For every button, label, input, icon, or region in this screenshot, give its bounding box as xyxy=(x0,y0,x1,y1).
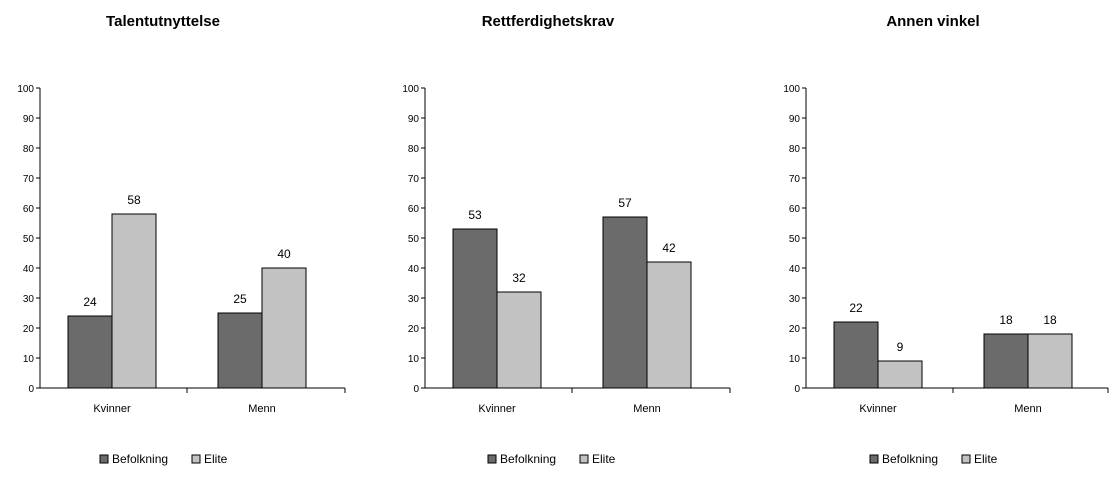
data-label: 18 xyxy=(999,313,1013,327)
bar-elite-kvinner xyxy=(111,213,157,389)
y-tick-label: 20 xyxy=(789,324,801,335)
data-label: 9 xyxy=(897,340,904,354)
bar-befolkning-kvinner xyxy=(452,228,498,389)
y-tick-label: 100 xyxy=(783,84,800,95)
y-tick-label: 100 xyxy=(17,84,34,95)
data-label: 22 xyxy=(849,301,863,315)
y-tick-label: 0 xyxy=(413,384,419,395)
bar-befolkning-kvinner xyxy=(67,315,113,389)
y-tick-label: 90 xyxy=(408,114,420,125)
bar-befolkning-menn xyxy=(602,216,648,389)
y-tick-label: 30 xyxy=(23,294,35,305)
bar-elite-kvinner xyxy=(877,360,923,389)
y-tick-label: 90 xyxy=(789,114,801,125)
legend-label: Befolkning xyxy=(112,452,168,466)
legend-swatch xyxy=(579,454,589,464)
y-tick-label: 30 xyxy=(408,294,420,305)
data-label: 18 xyxy=(1043,313,1057,327)
legend-label: Elite xyxy=(592,452,616,466)
y-tick-label: 80 xyxy=(23,144,35,155)
chart-title: Rettferdighetskrav xyxy=(482,13,615,30)
y-tick-label: 10 xyxy=(408,354,420,365)
y-tick-label: 40 xyxy=(408,264,420,275)
y-tick-label: 60 xyxy=(408,204,420,215)
data-label: 32 xyxy=(512,271,526,285)
y-tick-label: 10 xyxy=(23,354,35,365)
bar-elite-menn xyxy=(261,267,307,389)
y-tick-label: 30 xyxy=(789,294,801,305)
legend-swatch xyxy=(99,454,109,464)
y-tick-label: 90 xyxy=(23,114,35,125)
bar-befolkning-menn xyxy=(983,333,1029,389)
y-tick-label: 0 xyxy=(28,384,34,395)
legend-label: Befolkning xyxy=(500,452,556,466)
data-label: 25 xyxy=(233,292,247,306)
y-tick-label: 50 xyxy=(408,234,420,245)
legend-swatch xyxy=(961,454,971,464)
data-label: 24 xyxy=(83,295,97,309)
y-tick-label: 80 xyxy=(789,144,801,155)
y-tick-label: 10 xyxy=(789,354,801,365)
legend-swatch xyxy=(869,454,879,464)
legend-label: Elite xyxy=(204,452,228,466)
data-label: 42 xyxy=(662,241,676,255)
data-label: 40 xyxy=(277,247,291,261)
y-tick-label: 70 xyxy=(408,174,420,185)
data-label: 58 xyxy=(127,193,141,207)
legend-label: Elite xyxy=(974,452,998,466)
y-tick-label: 60 xyxy=(23,204,35,215)
y-tick-label: 100 xyxy=(402,84,419,95)
y-tick-label: 20 xyxy=(23,324,35,335)
y-tick-label: 40 xyxy=(789,264,801,275)
data-label: 53 xyxy=(468,208,482,222)
bar-elite-menn xyxy=(1027,333,1073,389)
legend-swatch xyxy=(487,454,497,464)
x-tick-label: Menn xyxy=(248,403,276,415)
chart-title: Talentutnyttelse xyxy=(106,13,220,30)
x-tick-label: Kvinner xyxy=(478,403,516,415)
y-tick-label: 20 xyxy=(408,324,420,335)
y-tick-label: 80 xyxy=(408,144,420,155)
bar-befolkning-kvinner xyxy=(833,321,879,389)
bar-elite-menn xyxy=(646,261,692,389)
data-label: 57 xyxy=(618,196,632,210)
bar-elite-kvinner xyxy=(496,291,542,389)
legend-swatch xyxy=(191,454,201,464)
chart-title: Annen vinkel xyxy=(886,13,979,30)
x-tick-label: Menn xyxy=(633,403,661,415)
y-tick-label: 40 xyxy=(23,264,35,275)
x-tick-label: Menn xyxy=(1014,403,1042,415)
y-tick-label: 60 xyxy=(789,204,801,215)
bar-befolkning-menn xyxy=(217,312,263,389)
x-tick-label: Kvinner xyxy=(859,403,897,415)
y-tick-label: 50 xyxy=(789,234,801,245)
y-tick-label: 0 xyxy=(794,384,800,395)
y-tick-label: 70 xyxy=(789,174,801,185)
y-tick-label: 50 xyxy=(23,234,35,245)
y-tick-label: 70 xyxy=(23,174,35,185)
x-tick-label: Kvinner xyxy=(93,403,131,415)
legend-label: Befolkning xyxy=(882,452,938,466)
